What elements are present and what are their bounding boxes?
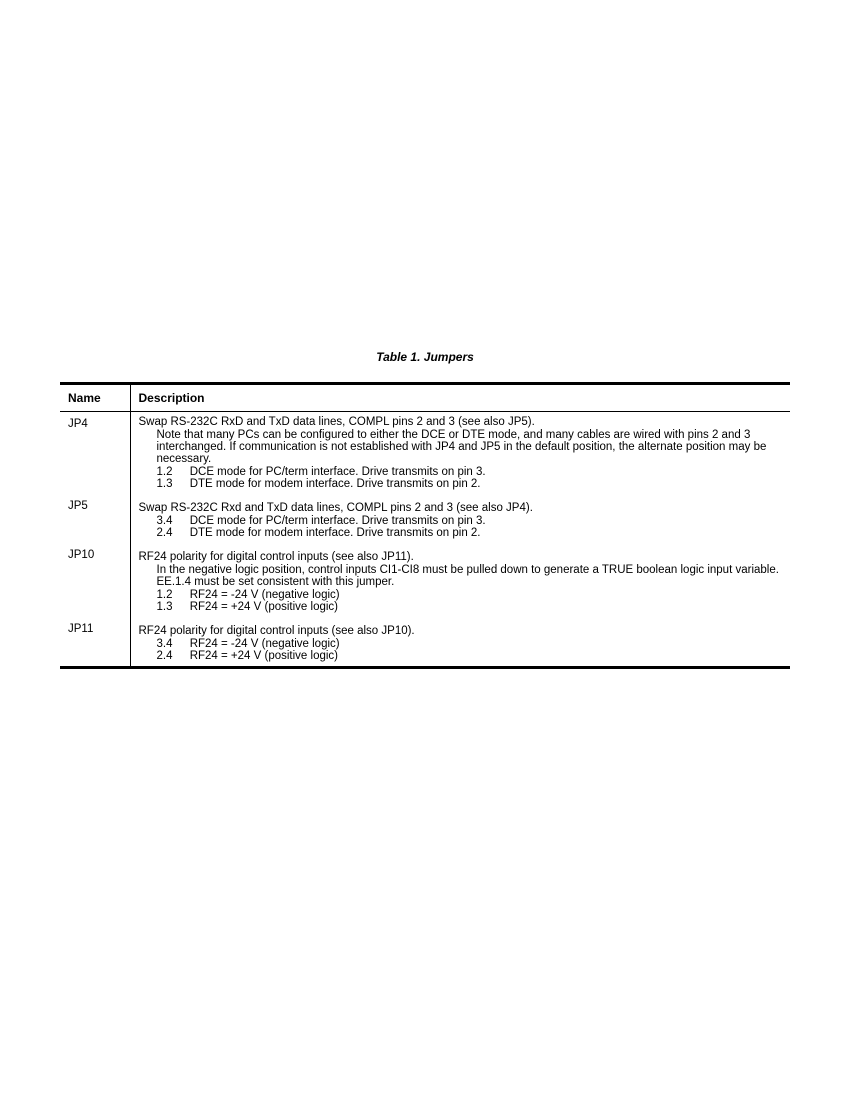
opt-key: 1.3 [157,478,187,490]
table-row: JP4 Swap RS-232C RxD and TxD data lines,… [60,412,790,495]
table-row: JP5 Swap RS-232C Rxd and TxD data lines,… [60,494,790,543]
opt-text: RF24 = +24 V (positive logic) [190,650,338,662]
desc-head: Swap RS-232C Rxd and TxD data lines, COM… [139,502,783,514]
table-header-row: Name Description [60,384,790,412]
desc-note: In the negative logic position, control … [139,564,783,588]
page-container: Table 1. Jumpers Name Description JP4 Sw… [0,0,850,729]
jumper-description: RF24 polarity for digital control inputs… [130,543,790,617]
opt-key: 2.4 [157,650,187,662]
opt-key: 1.3 [157,601,187,613]
desc-head: Swap RS-232C RxD and TxD data lines, COM… [139,416,783,428]
jumper-name: JP5 [60,494,130,543]
opt-line: 3.4 DCE mode for PC/term interface. Driv… [139,515,783,527]
opt-text: RF24 = -24 V (negative logic) [190,589,340,601]
opt-key: 1.2 [157,466,187,478]
opt-line: 1.3 RF24 = +24 V (positive logic) [139,601,783,613]
opt-key: 2.4 [157,527,187,539]
opt-key: 3.4 [157,515,187,527]
opt-text: DTE mode for modem interface. Drive tran… [190,478,481,490]
jumper-description: Swap RS-232C Rxd and TxD data lines, COM… [130,494,790,543]
opt-text: DCE mode for PC/term interface. Drive tr… [190,466,486,478]
jumper-description: Swap RS-232C RxD and TxD data lines, COM… [130,412,790,495]
opt-line: 3.4 RF24 = -24 V (negative logic) [139,638,783,650]
opt-text: DCE mode for PC/term interface. Drive tr… [190,515,486,527]
desc-head: RF24 polarity for digital control inputs… [139,625,783,637]
opt-text: DTE mode for modem interface. Drive tran… [190,527,481,539]
col-header-name: Name [60,384,130,412]
jumper-description: RF24 polarity for digital control inputs… [130,617,790,668]
desc-head: RF24 polarity for digital control inputs… [139,551,783,563]
opt-line: 1.2 DCE mode for PC/term interface. Driv… [139,466,783,478]
opt-text: RF24 = -24 V (negative logic) [190,638,340,650]
col-header-description: Description [130,384,790,412]
opt-line: 2.4 DTE mode for modem interface. Drive … [139,527,783,539]
jumper-name: JP11 [60,617,130,668]
table-caption: Table 1. Jumpers [60,350,790,364]
table-row: JP11 RF24 polarity for digital control i… [60,617,790,668]
desc-note: Note that many PCs can be configured to … [139,429,783,465]
opt-text: RF24 = +24 V (positive logic) [190,601,338,613]
jumper-table: Name Description JP4 Swap RS-232C RxD an… [60,382,790,669]
opt-line: 2.4 RF24 = +24 V (positive logic) [139,650,783,662]
opt-line: 1.3 DTE mode for modem interface. Drive … [139,478,783,490]
opt-line: 1.2 RF24 = -24 V (negative logic) [139,589,783,601]
jumper-name: JP10 [60,543,130,617]
jumper-name: JP4 [60,412,130,495]
opt-key: 3.4 [157,638,187,650]
opt-key: 1.2 [157,589,187,601]
table-row: JP10 RF24 polarity for digital control i… [60,543,790,617]
